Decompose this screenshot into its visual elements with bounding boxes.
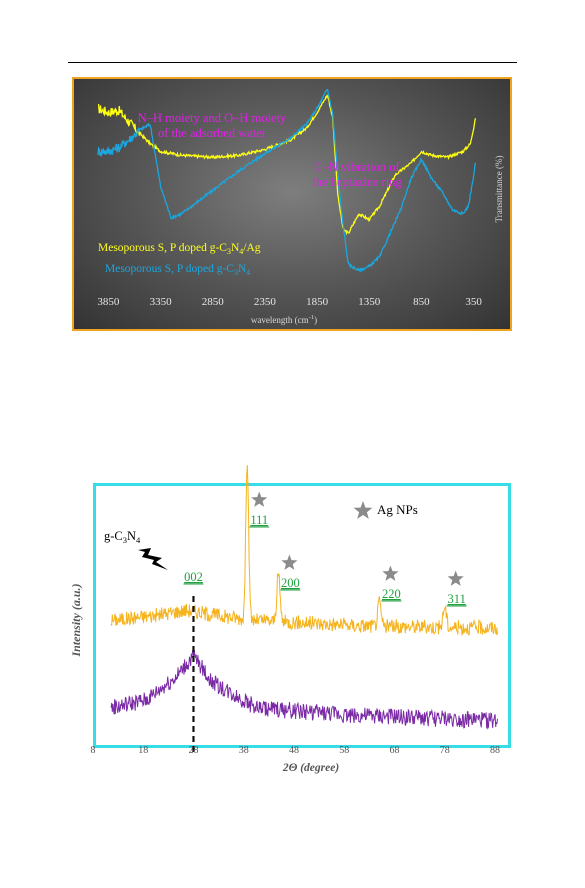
xrd-x-tick-label: 38 <box>239 745 249 756</box>
ftir-chart: N–H moiety and O–H moiety of the adsorbe… <box>72 77 512 331</box>
xrd-peak-label-200: 200 <box>281 576 300 590</box>
ftir-x-tick-label: 1850 <box>306 296 329 308</box>
xrd-peak-labels: 002 111 200 220 311 <box>183 491 467 607</box>
lightning-icon <box>138 548 168 570</box>
xrd-series-layer <box>110 465 498 731</box>
ftir-x-tick-label: 1350 <box>358 296 381 308</box>
xrd-peak-star-icon <box>447 570 464 586</box>
xrd-x-tick-label: 88 <box>490 745 500 756</box>
ftir-y-axis-label: Transmittance (%) <box>494 156 504 223</box>
xrd-x-tick-label: 78 <box>440 745 450 756</box>
xrd-x-tick-label: 48 <box>289 745 299 756</box>
ftir-series-pristine <box>97 88 477 273</box>
ftir-plot: N–H moiety and O–H moiety of the adsorbe… <box>97 88 504 325</box>
ftir-x-tick-label: 850 <box>413 296 430 308</box>
xrd-x-axis-label: 2Θ (degree) <box>282 762 340 774</box>
xrd-legend-star-icon <box>353 501 373 519</box>
page-header-rule <box>68 62 517 63</box>
xrd-x-tick-label: 68 <box>389 745 399 756</box>
xrd-x-tick-labels: 8 18 28 38 48 58 68 78 88 <box>91 745 500 756</box>
ftir-x-tick-label: 2350 <box>254 296 277 308</box>
xrd-peak-label-220: 220 <box>382 587 401 601</box>
ftir-x-tick-label: 3350 <box>150 296 173 308</box>
ftir-legend-pristine: Mesoporous S, P doped g-C3N4 <box>105 263 250 277</box>
xrd-x-tick-label: 58 <box>339 745 349 756</box>
xrd-y-axis-label: Intensity (a.u.) <box>69 583 83 657</box>
xrd-legend-label: Ag NPs <box>377 502 418 517</box>
xrd-x-tick-label: 28 <box>188 745 198 756</box>
ftir-x-tick-labels: 3850 3350 2850 2350 1850 1350 850 350 <box>97 296 482 308</box>
xrd-gc3n4-label: g-C3N4 <box>104 529 141 545</box>
ftir-annotation-cn-line1: C–N vibration of <box>314 160 400 174</box>
ftir-series-layer <box>97 88 477 273</box>
xrd-peak-label-002: 002 <box>184 570 203 584</box>
ftir-annotation-nh-line2: of the adsorbed water <box>158 126 267 140</box>
ftir-x-tick-label: 2850 <box>202 296 225 308</box>
xrd-peak-label-311: 311 <box>448 592 466 606</box>
ftir-legend-ag: Mesoporous S, P doped g-C3N4/Ag <box>98 242 261 256</box>
ftir-x-tick-label: 3850 <box>97 296 120 308</box>
xrd-plot: g-C3N4 002 111 200 220 311 Ag NPs <box>104 465 498 756</box>
ftir-annotation-nh-line1: N–H moiety and O–H moiety <box>138 111 287 125</box>
xrd-peak-star-icon <box>281 554 298 570</box>
xrd-peak-star-icon <box>382 565 399 581</box>
ftir-annotation-cn-line2: the heptazine ring <box>312 175 402 189</box>
xrd-peak-label-111: 111 <box>250 513 268 527</box>
xrd-peak-star-icon <box>251 491 268 507</box>
xrd-series-gc3n4-ag <box>110 465 498 637</box>
xrd-series-gc3n4 <box>110 648 498 731</box>
ftir-x-tick-label: 350 <box>465 296 482 308</box>
xrd-x-tick-label: 8 <box>91 745 96 756</box>
ftir-x-axis-label: wavelength (cm-1) <box>251 314 317 325</box>
xrd-chart: g-C3N4 002 111 200 220 311 Ag NPs <box>93 465 511 756</box>
xrd-x-tick-label: 18 <box>138 745 148 756</box>
